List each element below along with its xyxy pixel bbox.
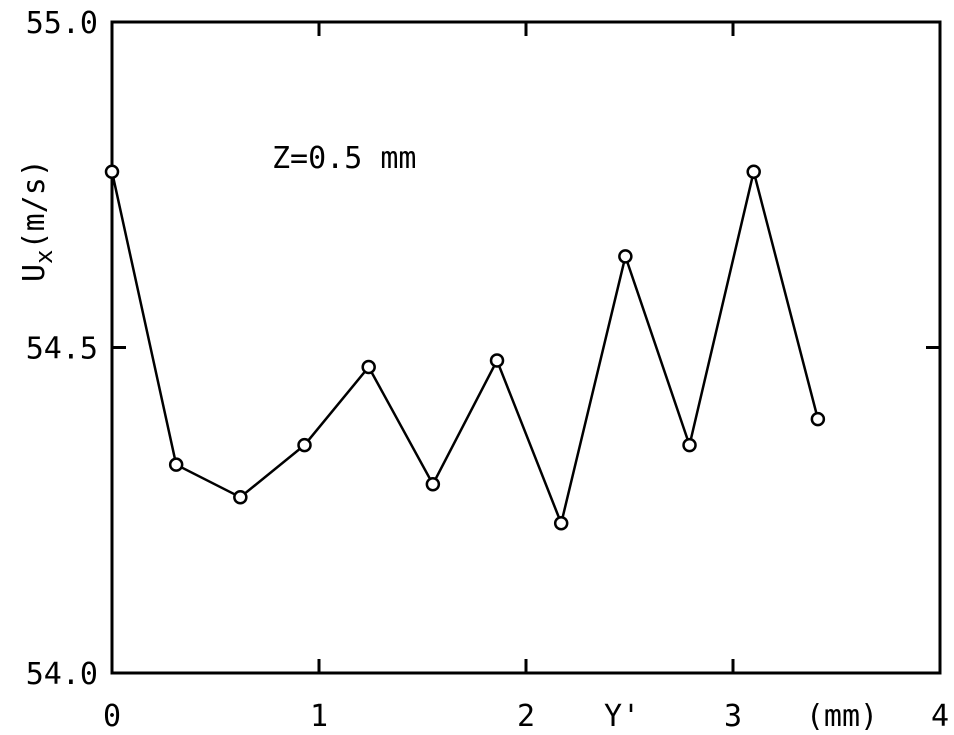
data-point — [489, 353, 505, 368]
y-tick-label: 54.5 — [26, 332, 98, 367]
y-tick-label: 55.0 — [26, 6, 98, 41]
data-point — [810, 411, 826, 427]
series-line — [110, 171, 820, 528]
data-point — [553, 516, 569, 531]
data-point — [425, 476, 441, 492]
y-tick-label: 54.0 — [26, 657, 98, 692]
tick-labels: 0 1 2 3 4 54.0 54.5 55.0 — [26, 6, 949, 734]
y-axis-label: Ux(m/s) — [17, 159, 58, 282]
x-tick-label: 0 — [103, 699, 121, 734]
data-point — [361, 359, 376, 375]
x-axis-label: Y' — [604, 699, 640, 734]
data-points — [104, 164, 826, 531]
x-tick-label: 3 — [724, 699, 742, 734]
data-point — [104, 164, 120, 179]
x-tick-label: 1 — [310, 699, 328, 734]
y-axis-label-text: Ux(m/s) — [17, 159, 58, 282]
data-point — [168, 457, 184, 472]
x-tick-label: 2 — [517, 699, 535, 734]
x-tick-label: 4 — [931, 699, 949, 734]
data-point — [297, 437, 312, 453]
annotation-label: Z=0.5 mm — [272, 141, 417, 176]
plot-frame — [110, 20, 942, 675]
y-axis-symbol: U — [17, 264, 52, 282]
data-point — [682, 437, 697, 453]
data-point — [746, 164, 761, 179]
data-point — [233, 489, 248, 505]
x-axis-unit: (mm) — [806, 699, 878, 734]
data-point — [618, 249, 633, 264]
y-axis-units: (m/s) — [17, 159, 52, 249]
axis-ticks — [112, 22, 940, 673]
y-axis-subscript: x — [30, 249, 58, 263]
